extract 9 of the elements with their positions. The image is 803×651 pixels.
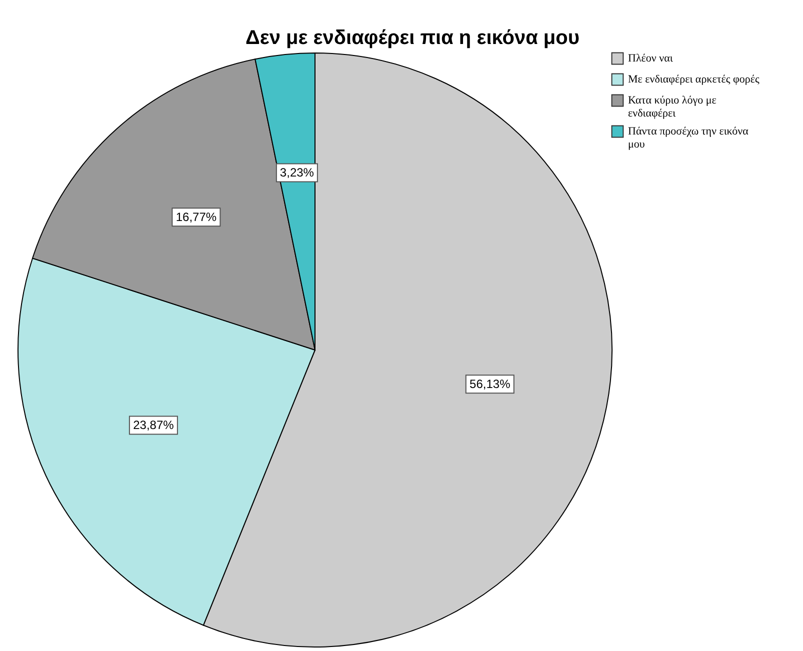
legend-label: Με ενδιαφέρει αρκετές φορές: [628, 74, 760, 86]
data-label: 3,23%: [280, 166, 314, 180]
legend-label: Πάντα προσέχω την εικόνα μου: [628, 126, 749, 150]
chart-title: Δεν με ενδιαφέρει πια η εικόνα μου: [245, 27, 580, 49]
data-label: 16,77%: [176, 210, 217, 224]
data-label: 56,13%: [470, 377, 511, 392]
data-label: 23,87%: [133, 418, 174, 432]
legend-label: Πλέον ναι: [628, 52, 673, 64]
legend-label: Κατα κύριο λόγο με ενδιαφέρει: [628, 94, 717, 120]
